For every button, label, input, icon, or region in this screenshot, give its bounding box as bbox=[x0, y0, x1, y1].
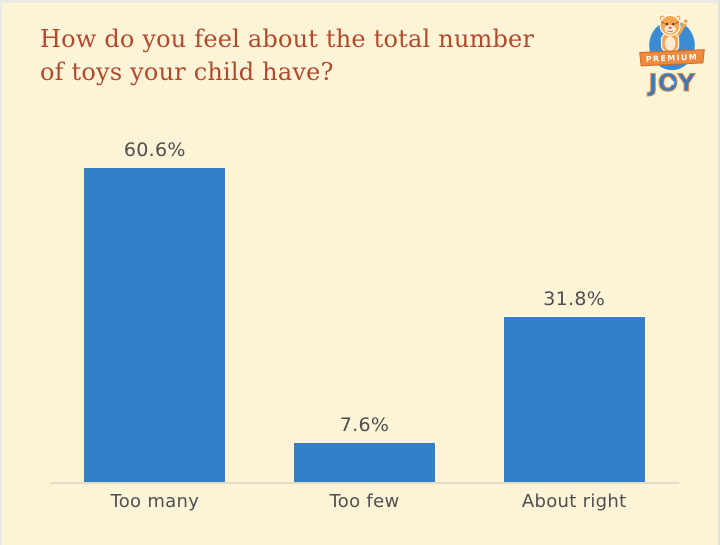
premium-banner-text: PREMIUM bbox=[646, 52, 699, 63]
chart-title-line1: How do you feel about the total number bbox=[40, 25, 535, 53]
bar-too-few bbox=[294, 443, 435, 482]
premium-joy-logo: PREMIUM JOY bbox=[634, 9, 710, 98]
chart-title-line2: of toys your child have? bbox=[40, 58, 334, 86]
bar-group-too-few: 7.6% bbox=[260, 122, 470, 482]
bar-group-about-right: 31.8% bbox=[469, 122, 679, 482]
category-axis: Too many Too few About right bbox=[50, 491, 679, 512]
tiger-mascot-icon bbox=[658, 14, 689, 53]
premium-banner: PREMIUM bbox=[639, 49, 705, 67]
bar-value-label-about-right: 31.8% bbox=[543, 288, 606, 310]
joy-star-icon bbox=[668, 79, 676, 86]
bar-chart: 60.6% 7.6% 31.8% bbox=[50, 122, 679, 484]
category-label-about-right: About right bbox=[521, 491, 627, 512]
bar-group-too-many: 60.6% bbox=[50, 122, 260, 482]
bar-value-label-too-many: 60.6% bbox=[123, 139, 186, 161]
chart-title: How do you feel about the total number o… bbox=[40, 23, 534, 89]
premium-joy-logo-graphic: PREMIUM JOY bbox=[639, 14, 705, 98]
category-label-too-many: Too many bbox=[110, 491, 200, 512]
bar-too-many bbox=[84, 168, 226, 482]
bar-value-label-too-few: 7.6% bbox=[339, 414, 390, 436]
category-label-too-few: Too few bbox=[329, 491, 400, 512]
bar-about-right bbox=[503, 317, 645, 482]
